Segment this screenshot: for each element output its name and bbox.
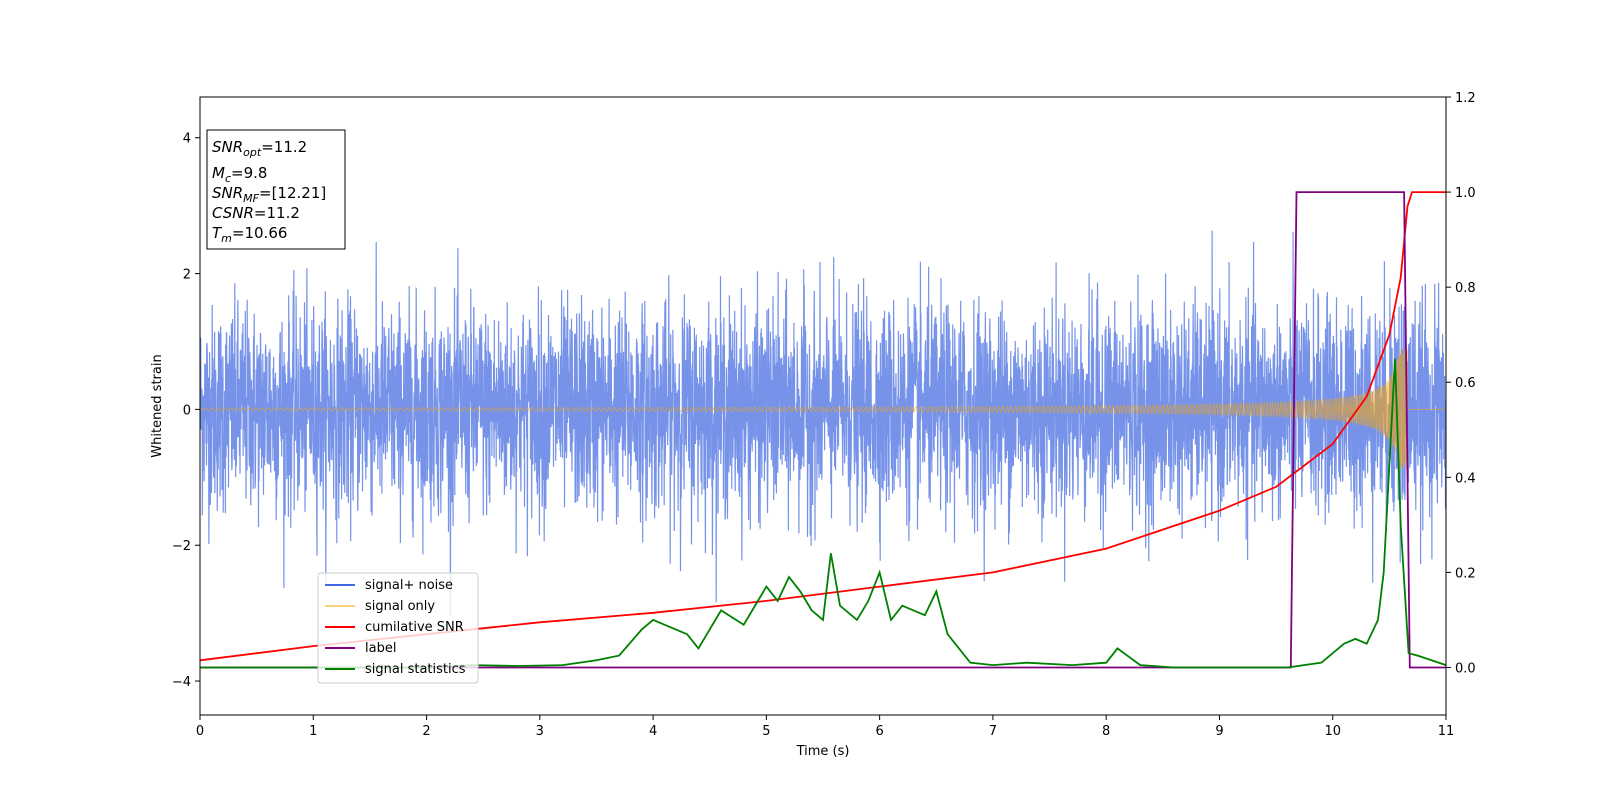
svg-text:signal+ noise: signal+ noise: [365, 578, 453, 593]
y-axis-left-title: Whitened strain: [150, 354, 165, 457]
annotation-snr-mf: SNRMF=[12.21]: [212, 184, 326, 205]
annotation-snr-opt: SNRopt=11.2: [212, 138, 307, 159]
y-left-tick-label: 4: [183, 132, 191, 147]
legend: signal+ noise signal only cumilative SNR…: [317, 572, 479, 684]
x-tick-label: 10: [1324, 724, 1341, 739]
x-tick-label: 6: [875, 724, 883, 739]
x-tick-label: 5: [762, 724, 770, 739]
x-tick-label: 7: [989, 724, 997, 739]
y-right-tick-label: 0.6: [1455, 376, 1476, 391]
svg-text:signal only: signal only: [365, 599, 435, 614]
y-right-tick-label: 0.0: [1455, 661, 1476, 676]
plot-frame: [199, 96, 1447, 716]
legend-item-label: label: [325, 641, 396, 656]
legend-item-cumulative-snr: cumilative SNR: [325, 620, 464, 635]
x-axis: 0 1 2 3 4 5 6 7 8 9 10 11: [196, 715, 1454, 739]
y-axis-right: 0.0 0.2 0.4 0.6 0.8 1.0 1.2: [1446, 91, 1476, 676]
y-right-tick-label: 0.2: [1455, 566, 1476, 581]
x-tick-label: 1: [309, 724, 317, 739]
svg-text:cumilative SNR: cumilative SNR: [365, 620, 464, 635]
series-signal-only-line: [200, 348, 1446, 471]
legend-item-signal-noise: signal+ noise: [325, 578, 453, 593]
series-label-line: [200, 191, 1446, 669]
x-tick-label: 4: [649, 724, 657, 739]
y-right-tick-label: 0.4: [1455, 471, 1476, 486]
x-tick-label: 2: [422, 724, 430, 739]
y-left-tick-label: 0: [183, 403, 191, 418]
svg-text:label: label: [365, 641, 396, 656]
series-layer: [200, 191, 1446, 669]
x-tick-label: 8: [1102, 724, 1110, 739]
series-cumulative-snr-line: [200, 191, 1446, 662]
legend-item-signal-statistics: signal statistics: [325, 662, 466, 677]
annotation-mc: Mc=9.8: [212, 164, 267, 185]
y-axis-left: −4 −2 0 2 4: [172, 132, 200, 690]
y-right-tick-label: 1.0: [1455, 186, 1476, 201]
y-left-tick-label: 2: [183, 268, 191, 283]
x-axis-title: Time (s): [796, 744, 850, 759]
x-tick-label: 3: [536, 724, 544, 739]
series-signal-statistics-line: [200, 358, 1446, 669]
annotation-box: SNRopt=11.2 Mc=9.8 SNRMF=[12.21] CSNR=11…: [206, 129, 346, 250]
y-right-tick-label: 1.2: [1455, 91, 1476, 106]
annotation-tm: Tm=10.66: [212, 224, 287, 245]
svg-text:signal statistics: signal statistics: [365, 662, 466, 677]
x-tick-label: 0: [196, 724, 204, 739]
y-right-tick-label: 0.8: [1455, 281, 1476, 296]
series-signal-noise-line: [200, 230, 1446, 616]
x-tick-label: 11: [1438, 724, 1455, 739]
y-left-tick-label: −4: [172, 675, 191, 690]
annotation-csnr: CSNR=11.2: [212, 204, 300, 222]
x-tick-label: 9: [1215, 724, 1223, 739]
y-left-tick-label: −2: [172, 539, 191, 554]
legend-item-signal-only: signal only: [325, 599, 435, 614]
